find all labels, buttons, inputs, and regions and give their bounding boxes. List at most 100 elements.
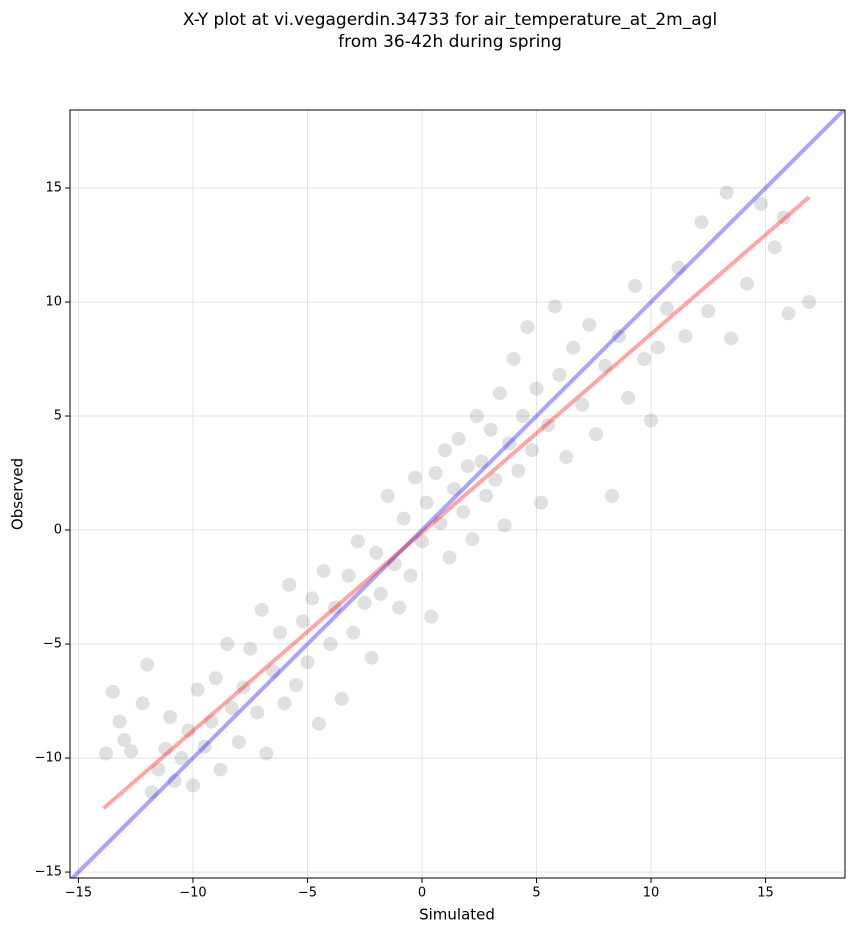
y-tick-label: 15 — [45, 180, 62, 195]
point — [511, 463, 526, 478]
point — [660, 301, 675, 316]
point — [208, 671, 223, 686]
point — [529, 381, 544, 396]
point — [373, 586, 388, 601]
point — [277, 696, 292, 711]
point — [437, 443, 452, 458]
point — [724, 331, 739, 346]
point — [456, 504, 471, 519]
point — [167, 773, 182, 788]
point — [112, 714, 127, 729]
point — [243, 641, 258, 656]
point — [408, 470, 423, 485]
point — [295, 614, 310, 629]
point — [650, 340, 665, 355]
point — [611, 329, 626, 344]
point — [273, 625, 288, 640]
y-tick-label: −15 — [35, 865, 62, 880]
point — [802, 295, 817, 309]
point — [740, 276, 755, 291]
fit-line — [70, 110, 845, 878]
point — [701, 304, 716, 319]
point — [181, 723, 196, 738]
fit-line — [102, 195, 811, 810]
point — [346, 625, 361, 640]
point — [540, 418, 555, 433]
point — [190, 682, 205, 697]
point — [224, 700, 239, 715]
point — [236, 680, 251, 695]
point — [300, 655, 315, 670]
y-tick-label: −10 — [35, 751, 62, 766]
point — [117, 732, 132, 747]
x-tick-label: 10 — [643, 886, 660, 901]
point — [492, 386, 507, 401]
point — [124, 744, 139, 759]
chart-subtitle: from 36-42h during spring — [338, 32, 562, 52]
point — [469, 409, 484, 424]
point — [213, 762, 228, 777]
point — [369, 545, 384, 560]
point — [364, 650, 379, 665]
x-axis-label: Simulated — [419, 906, 495, 924]
point — [575, 397, 590, 412]
point — [671, 260, 686, 275]
point — [197, 739, 212, 754]
point — [502, 436, 517, 451]
point — [637, 352, 652, 367]
point — [506, 352, 521, 367]
point — [589, 427, 604, 442]
point — [442, 550, 457, 565]
point — [185, 778, 200, 793]
point — [231, 735, 246, 750]
point — [323, 637, 338, 652]
point — [767, 240, 782, 255]
y-tick-label: 5 — [54, 409, 62, 424]
point — [105, 684, 120, 699]
point — [305, 591, 320, 606]
point — [259, 746, 274, 761]
point — [158, 741, 173, 756]
point — [474, 454, 489, 469]
point — [515, 409, 530, 424]
y-axis-label: Observed — [9, 458, 27, 530]
point — [289, 678, 304, 693]
point — [605, 488, 620, 503]
point — [488, 472, 503, 487]
point — [582, 317, 597, 332]
point — [552, 367, 567, 382]
point — [520, 320, 535, 335]
point — [559, 450, 574, 465]
x-tick-label: −10 — [179, 886, 206, 901]
point — [598, 358, 613, 373]
point — [627, 279, 642, 294]
point — [451, 431, 466, 446]
point — [566, 340, 581, 355]
point — [460, 459, 475, 474]
point — [357, 595, 372, 610]
point — [204, 714, 219, 729]
point — [144, 785, 159, 800]
point — [483, 422, 498, 437]
point — [220, 637, 235, 652]
point — [387, 557, 402, 572]
point — [428, 466, 443, 481]
point — [174, 751, 189, 766]
y-tick-label: 10 — [45, 295, 62, 310]
point — [547, 299, 562, 314]
point — [776, 210, 791, 225]
point — [534, 495, 549, 510]
point — [327, 600, 342, 615]
point — [781, 306, 796, 321]
point — [719, 185, 734, 200]
point — [433, 516, 448, 531]
point — [419, 495, 434, 510]
plot-frame — [69, 109, 846, 879]
x-tick-label: −5 — [298, 886, 317, 901]
point — [151, 762, 166, 777]
y-tick-label: 0 — [54, 523, 62, 538]
point — [753, 196, 768, 211]
point — [282, 577, 297, 592]
point — [163, 710, 178, 725]
